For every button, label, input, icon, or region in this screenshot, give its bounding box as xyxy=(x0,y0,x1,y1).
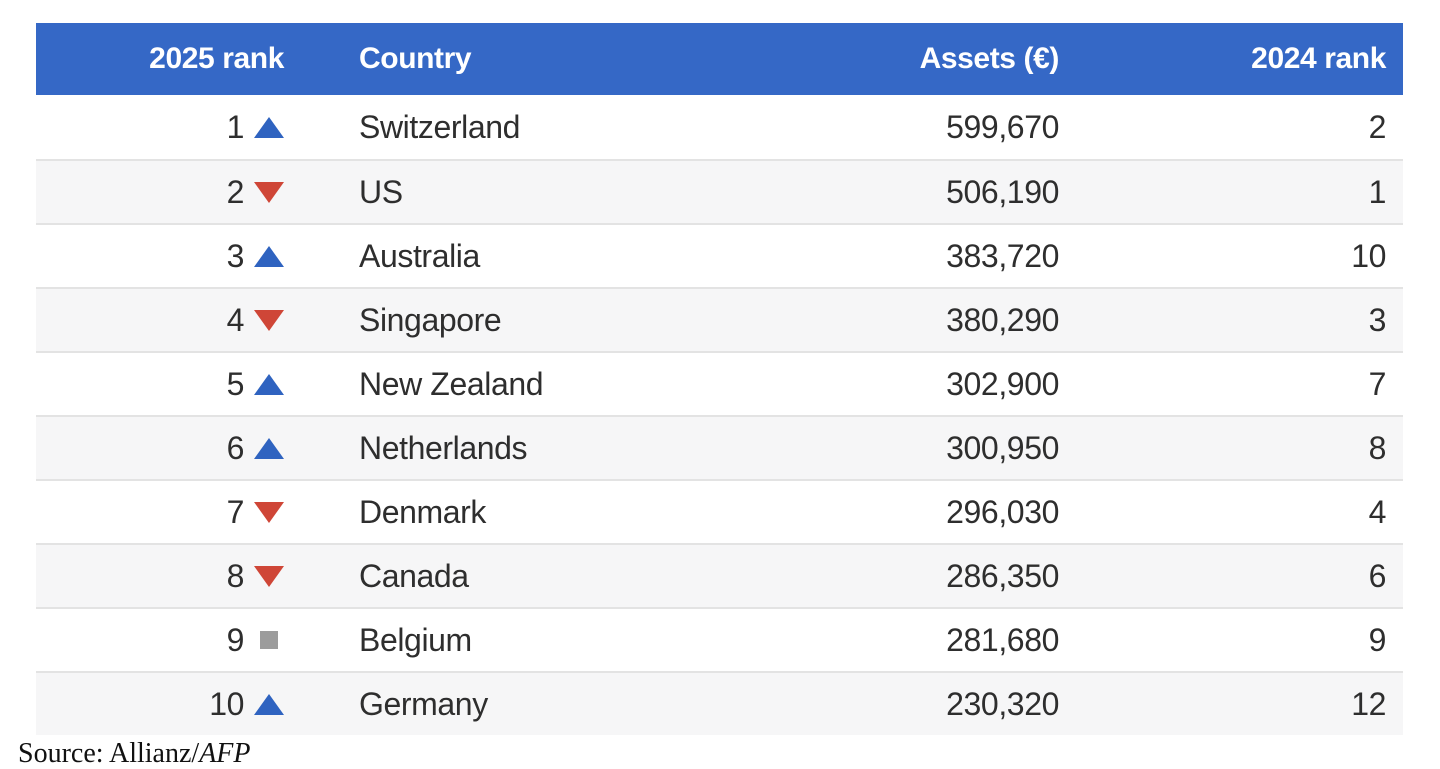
rank-2025-cell: 8 xyxy=(36,558,296,595)
country-cell: Belgium xyxy=(359,621,472,658)
rank-2025-value: 3 xyxy=(226,237,245,274)
rank-2025-cell: 10 xyxy=(36,686,296,723)
rank-2025-cell: 3 xyxy=(36,238,296,275)
rank-2024-cell: 8 xyxy=(1368,429,1387,466)
rank-2025-cell: 5 xyxy=(36,366,296,403)
country-cell: New Zealand xyxy=(359,365,544,402)
rank-2025-cell: 1 xyxy=(36,109,296,146)
rank-2025-cell: 2 xyxy=(36,174,296,211)
rank-2025-value: 10 xyxy=(209,685,244,722)
table-row: 5 New Zealand 302,900 7 xyxy=(36,351,1403,415)
up-triangle-icon xyxy=(254,437,284,459)
up-triangle-icon xyxy=(254,436,284,460)
country-cell: Switzerland xyxy=(359,108,521,145)
country-cell: Denmark xyxy=(359,493,487,530)
assets-cell: 506,190 xyxy=(946,173,1059,210)
down-triangle-icon xyxy=(254,181,284,203)
rank-2024-cell: 3 xyxy=(1368,301,1387,338)
table-row: 9 Belgium 281,680 9 xyxy=(36,607,1403,671)
table-body: 1 Switzerland 599,670 2 2 US 506,190 1 3 Australi… xyxy=(36,95,1403,735)
rank-2024-cell: 1 xyxy=(1368,173,1387,210)
up-triangle-icon xyxy=(254,245,284,267)
same-square-icon xyxy=(254,628,284,652)
table-header-row: 2025 rank Country Assets (€) 2024 rank xyxy=(36,23,1403,95)
up-triangle-icon xyxy=(254,116,284,138)
rank-2024-cell: 9 xyxy=(1368,621,1387,658)
rank-2025-value: 6 xyxy=(226,429,245,466)
assets-cell: 300,950 xyxy=(946,429,1059,466)
table-row: 3 Australia 383,720 10 xyxy=(36,223,1403,287)
table-row: 6 Netherlands 300,950 8 xyxy=(36,415,1403,479)
down-triangle-icon xyxy=(254,308,284,332)
assets-cell: 302,900 xyxy=(946,365,1059,402)
header-2024-rank: 2024 rank xyxy=(1251,42,1386,75)
down-triangle-icon xyxy=(254,501,284,523)
assets-cell: 380,290 xyxy=(946,301,1059,338)
header-country: Country xyxy=(359,42,472,75)
assets-cell: 286,350 xyxy=(946,557,1059,594)
rank-2025-value: 2 xyxy=(226,173,245,210)
table-row: 4 Singapore 380,290 3 xyxy=(36,287,1403,351)
country-cell: Australia xyxy=(359,237,480,274)
table-row: 2 US 506,190 1 xyxy=(36,159,1403,223)
rank-2025-value: 1 xyxy=(226,108,245,145)
down-triangle-icon xyxy=(254,309,284,331)
rank-2025-value: 9 xyxy=(226,621,245,658)
assets-cell: 296,030 xyxy=(946,493,1059,530)
country-cell: Singapore xyxy=(359,301,502,338)
source-credit: Source: Allianz/AFP xyxy=(18,740,251,768)
source-text: Source: Allianz/ xyxy=(18,738,200,769)
rank-2024-cell: 6 xyxy=(1368,557,1387,594)
up-triangle-icon xyxy=(254,373,284,395)
rank-2025-value: 8 xyxy=(226,557,245,594)
rank-2025-value: 5 xyxy=(226,365,245,402)
rank-2024-cell: 12 xyxy=(1351,685,1386,722)
down-triangle-icon xyxy=(254,565,284,587)
table-row: 8 Canada 286,350 6 xyxy=(36,543,1403,607)
country-cell: Netherlands xyxy=(359,429,528,466)
rank-2025-value: 4 xyxy=(226,301,245,338)
rank-2024-cell: 7 xyxy=(1368,365,1387,402)
country-cell: US xyxy=(359,173,403,210)
rank-2025-cell: 4 xyxy=(36,302,296,339)
header-2025-rank: 2025 rank xyxy=(149,42,284,75)
assets-cell: 230,320 xyxy=(946,685,1059,722)
rank-2025-cell: 9 xyxy=(36,622,296,659)
up-triangle-icon xyxy=(254,115,284,139)
header-assets: Assets (€) xyxy=(919,42,1060,75)
assets-cell: 383,720 xyxy=(946,237,1059,274)
down-triangle-icon xyxy=(254,500,284,524)
ranking-table: 2025 rank Country Assets (€) 2024 rank 1… xyxy=(36,23,1403,735)
table-row: 1 Switzerland 599,670 2 xyxy=(36,95,1403,159)
source-agency: AFP xyxy=(199,738,251,769)
table-row: 7 Denmark 296,030 4 xyxy=(36,479,1403,543)
country-cell: Germany xyxy=(359,685,488,722)
up-triangle-icon xyxy=(254,692,284,716)
up-triangle-icon xyxy=(254,244,284,268)
rank-2024-cell: 4 xyxy=(1368,493,1387,530)
up-triangle-icon xyxy=(254,372,284,396)
country-cell: Canada xyxy=(359,557,469,594)
assets-cell: 281,680 xyxy=(946,621,1059,658)
down-triangle-icon xyxy=(254,180,284,204)
rank-2025-cell: 7 xyxy=(36,494,296,531)
table-row: 10 Germany 230,320 12 xyxy=(36,671,1403,735)
rank-2024-cell: 10 xyxy=(1351,237,1386,274)
rank-2025-value: 7 xyxy=(226,493,245,530)
rank-2025-cell: 6 xyxy=(36,430,296,467)
down-triangle-icon xyxy=(254,564,284,588)
assets-cell: 599,670 xyxy=(946,108,1059,145)
rank-2024-cell: 2 xyxy=(1368,108,1387,145)
up-triangle-icon xyxy=(254,693,284,715)
same-square-icon xyxy=(260,631,278,649)
